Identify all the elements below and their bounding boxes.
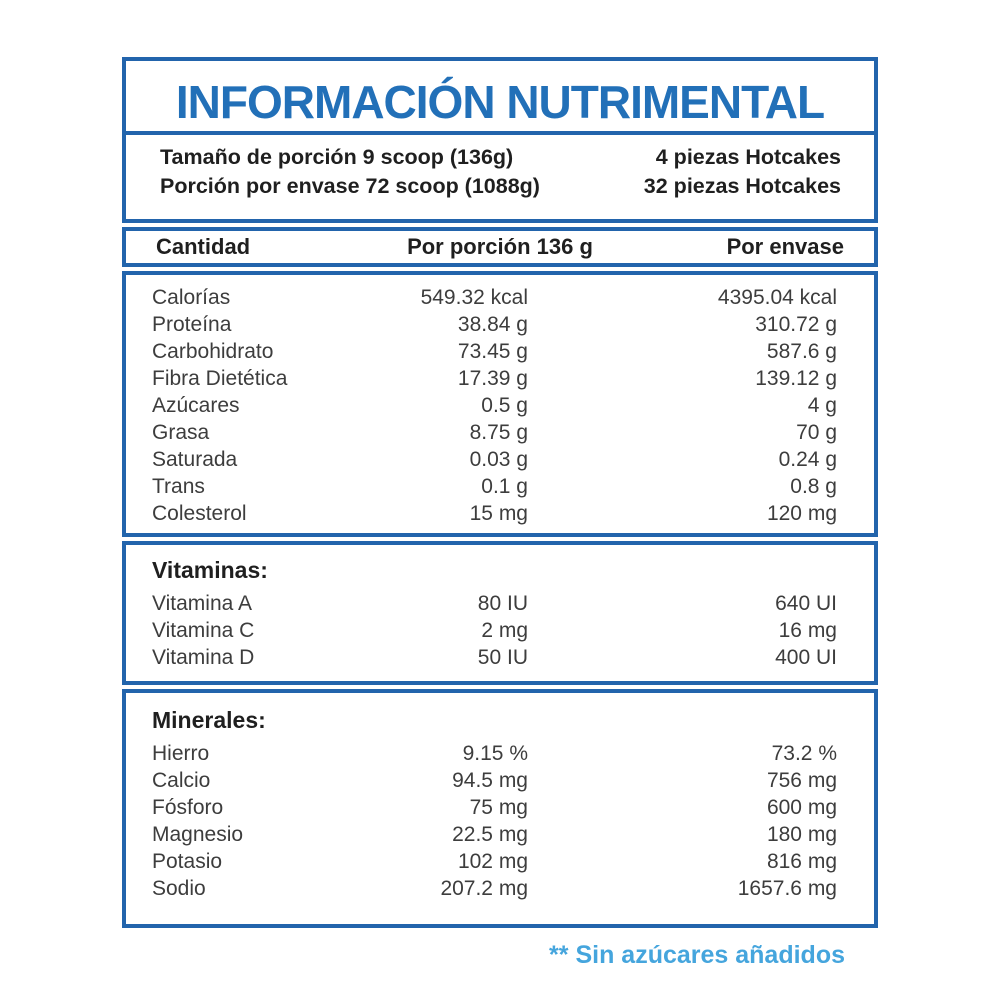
vitamin-label: Vitamina A [152, 592, 253, 615]
minerals-heading: Minerales: [152, 707, 266, 733]
mineral-label: Sodio [152, 877, 206, 900]
nutrient-per-container: 70 g [796, 421, 837, 444]
title-divider [126, 131, 874, 135]
table-row: Proteína 38.84 g 310.72 g [126, 311, 874, 338]
nutrient-label: Proteína [152, 313, 232, 336]
mineral-per-serving: 22.5 mg [452, 823, 528, 846]
servings-per-container-row: Porción por envase 72 scoop (1088g) 32 p… [126, 172, 874, 201]
nutrient-per-container: 120 mg [766, 502, 837, 525]
mineral-per-container: 600 mg [766, 796, 837, 819]
table-row: Carbohidrato 73.45 g 587.6 g [126, 338, 874, 365]
nutrient-per-serving: 0.1 g [481, 475, 528, 498]
minerals-section: Minerales: Hierro 9.15 % 73.2 % Calcio 9… [122, 689, 878, 928]
mineral-label: Fósforo [152, 796, 224, 819]
mineral-per-container: 180 mg [766, 823, 837, 846]
table-row: Colesterol 15 mg 120 mg [126, 500, 874, 527]
mineral-label: Hierro [152, 742, 210, 765]
vitamin-per-container: 16 mg [778, 619, 837, 642]
mineral-label: Potasio [152, 850, 223, 873]
table-row: Vitamina A 80 IU 640 UI [126, 590, 874, 617]
nutrient-per-serving: 549.32 kcal [420, 286, 528, 309]
table-row: Vitamina D 50 IU 400 UI [126, 644, 874, 671]
mineral-per-serving: 9.15 % [462, 742, 528, 765]
serving-info: Tamaño de porción 9 scoop (136g) 4 pieza… [126, 143, 874, 201]
table-row: Hierro 9.15 % 73.2 % [126, 740, 874, 767]
mineral-label: Magnesio [152, 823, 244, 846]
table-row: Calcio 94.5 mg 756 mg [126, 767, 874, 794]
vitamin-per-serving: 2 mg [481, 619, 528, 642]
column-header-row: Cantidad Por porción 136 g Por envase [126, 231, 874, 263]
mineral-per-container: 73.2 % [771, 742, 837, 765]
nutrient-label: Carbohidrato [152, 340, 274, 363]
vitamin-label: Vitamina C [152, 619, 255, 642]
vitamin-per-serving: 80 IU [477, 592, 528, 615]
table-row: Grasa 8.75 g 70 g [126, 419, 874, 446]
nutrient-label: Azúcares [152, 394, 240, 417]
servings-per-container-equivalent: 32 piezas Hotcakes [643, 174, 841, 198]
nutrient-per-serving: 0.03 g [469, 448, 528, 471]
nutrient-per-serving: 0.5 g [481, 394, 528, 417]
minerals-table: Hierro 9.15 % 73.2 % Calcio 94.5 mg 756 … [126, 740, 874, 902]
mineral-per-serving: 75 mg [469, 796, 528, 819]
nutrient-per-serving: 38.84 g [457, 313, 528, 336]
nutrient-per-container: 587.6 g [766, 340, 837, 363]
page-title: INFORMACIÓN NUTRIMENTAL [175, 76, 825, 128]
column-header-section: Cantidad Por porción 136 g Por envase [122, 227, 878, 267]
nutrient-per-container: 4 g [807, 394, 837, 417]
nutrient-label: Grasa [152, 421, 210, 444]
table-row: Trans 0.1 g 0.8 g [126, 473, 874, 500]
column-header-per-container: Por envase [726, 234, 844, 259]
table-row: Azúcares 0.5 g 4 g [126, 392, 874, 419]
nutrient-per-serving: 8.75 g [469, 421, 528, 444]
vitamin-per-container: 640 UI [775, 592, 837, 615]
no-added-sugar-footnote: ** Sin azúcares añadidos [549, 941, 845, 969]
nutrient-per-container: 0.8 g [790, 475, 837, 498]
servings-per-container-label: Porción por envase 72 scoop (1088g) [160, 174, 540, 198]
mineral-label: Calcio [152, 769, 211, 792]
serving-size-label: Tamaño de porción 9 scoop (136g) [160, 145, 514, 169]
nutrient-label: Calorías [152, 286, 231, 309]
nutrient-per-container: 0.24 g [778, 448, 837, 471]
mineral-per-container: 816 mg [766, 850, 837, 873]
mineral-per-serving: 207.2 mg [440, 877, 528, 900]
nutrient-label: Colesterol [152, 502, 247, 525]
nutrient-per-serving: 73.45 g [457, 340, 528, 363]
vitamins-section: Vitaminas: Vitamina A 80 IU 640 UI Vitam… [122, 541, 878, 685]
column-header-per-serving: Por porción 136 g [407, 234, 593, 259]
table-row: Vitamina C 2 mg 16 mg [126, 617, 874, 644]
nutrient-per-container: 4395.04 kcal [717, 286, 837, 309]
serving-size-equivalent: 4 piezas Hotcakes [655, 145, 841, 169]
mineral-per-serving: 94.5 mg [452, 769, 528, 792]
nutrient-per-serving: 15 mg [469, 502, 528, 525]
table-row: Magnesio 22.5 mg 180 mg [126, 821, 874, 848]
table-row: Fibra Dietética 17.39 g 139.12 g [126, 365, 874, 392]
nutrient-label: Saturada [152, 448, 238, 471]
table-row: Sodio 207.2 mg 1657.6 mg [126, 875, 874, 902]
mineral-per-container: 1657.6 mg [737, 877, 837, 900]
vitamins-heading: Vitaminas: [152, 557, 268, 583]
nutrients-table: Calorías 549.32 kcal 4395.04 kcal Proteí… [126, 275, 874, 527]
table-row: Calorías 549.32 kcal 4395.04 kcal [126, 284, 874, 311]
nutrient-label: Trans [152, 475, 205, 498]
table-row: Saturada 0.03 g 0.24 g [126, 446, 874, 473]
table-row: Potasio 102 mg 816 mg [126, 848, 874, 875]
table-row: Fósforo 75 mg 600 mg [126, 794, 874, 821]
nutrients-section: Calorías 549.32 kcal 4395.04 kcal Proteí… [122, 271, 878, 537]
nutrient-per-serving: 17.39 g [457, 367, 528, 390]
vitamin-per-serving: 50 IU [477, 646, 528, 669]
vitamins-table: Vitamina A 80 IU 640 UI Vitamina C 2 mg … [126, 590, 874, 671]
mineral-per-container: 756 mg [766, 769, 837, 792]
vitamin-label: Vitamina D [152, 646, 255, 669]
mineral-per-serving: 102 mg [457, 850, 528, 873]
vitamin-per-container: 400 UI [775, 646, 837, 669]
nutrient-label: Fibra Dietética [152, 367, 288, 390]
serving-size-row: Tamaño de porción 9 scoop (136g) 4 pieza… [126, 143, 874, 172]
nutrient-per-container: 139.12 g [755, 367, 837, 390]
nutrient-per-container: 310.72 g [755, 313, 837, 336]
column-header-quantity: Cantidad [156, 234, 251, 259]
label-header-section: INFORMACIÓN NUTRIMENTAL Tamaño de porció… [122, 57, 878, 223]
